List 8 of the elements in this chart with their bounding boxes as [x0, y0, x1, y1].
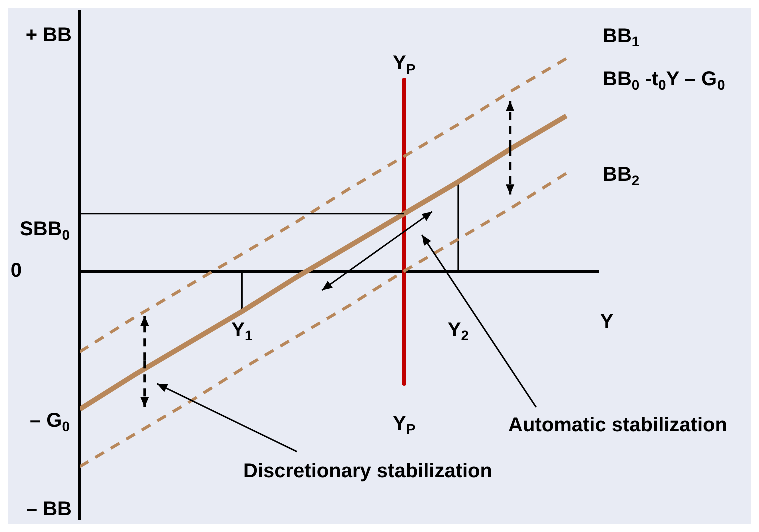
- text: – BB: [26, 498, 72, 521]
- text: + BB: [26, 24, 72, 47]
- annotation: Automatic stabilization: [508, 414, 728, 437]
- x-axis-title: Y: [600, 310, 614, 333]
- annotation: Discretionary stabilization: [244, 460, 492, 483]
- text: 0: [62, 418, 70, 434]
- text: 0: [10, 260, 22, 282]
- text: – G: [30, 410, 62, 432]
